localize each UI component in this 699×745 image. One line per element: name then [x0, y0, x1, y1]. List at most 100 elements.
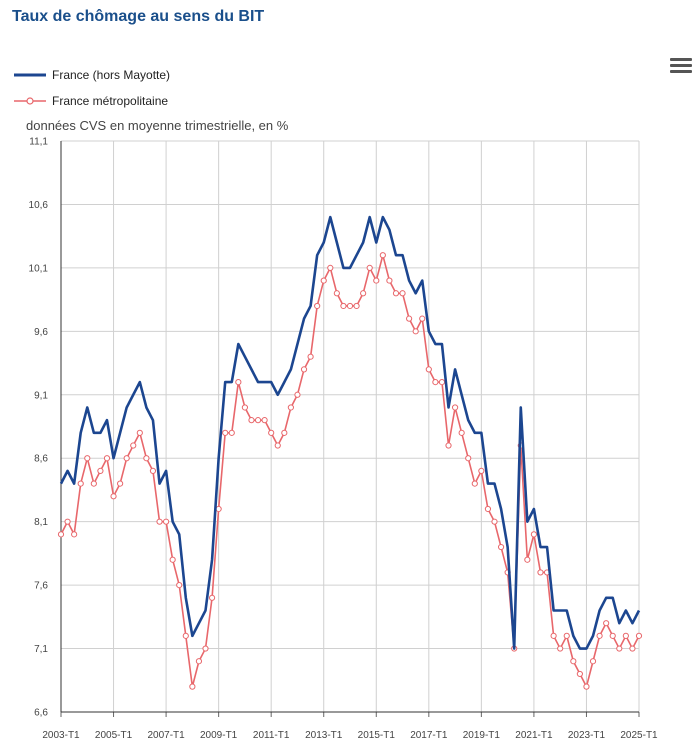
data-point-france-metropolitaine	[616, 645, 623, 652]
legend-swatch-line-icon	[14, 73, 46, 77]
data-point-france-metropolitaine	[156, 518, 163, 525]
data-point-france-metropolitaine	[281, 429, 288, 436]
data-point-france-metropolitaine	[57, 531, 65, 538]
chart-title: Taux de chômage au sens du BIT	[12, 8, 265, 25]
x-tick-label: 2023-T1	[568, 730, 606, 741]
data-point-france-metropolitaine	[524, 556, 531, 563]
data-point-france-metropolitaine	[136, 429, 143, 436]
data-point-france-metropolitaine	[143, 455, 150, 462]
hamburger-menu-icon[interactable]	[670, 58, 692, 76]
y-tick-label: 7,1	[34, 644, 48, 655]
data-point-france-metropolitaine	[71, 531, 78, 538]
x-tick-label: 2021-T1	[515, 730, 553, 741]
data-point-france-metropolitaine	[399, 290, 406, 297]
chart-subtitle: données CVS en moyenne trimestrielle, en…	[26, 118, 289, 133]
legend-label-series-2: France métropolitaine	[52, 94, 169, 108]
data-point-france-metropolitaine	[202, 645, 209, 652]
data-point-france-metropolitaine	[300, 366, 308, 373]
data-point-france-metropolitaine	[438, 378, 446, 386]
data-point-france-metropolitaine	[563, 632, 570, 639]
data-point-france-metropolitaine	[576, 670, 583, 678]
data-point-france-metropolitaine	[360, 290, 367, 297]
data-point-france-metropolitaine	[603, 620, 610, 627]
y-tick-label: 8,6	[34, 454, 48, 465]
data-point-france-metropolitaine	[373, 277, 380, 284]
x-tick-label: 2017-T1	[410, 730, 448, 741]
data-point-france-metropolitaine	[261, 417, 268, 424]
data-point-france-metropolitaine	[406, 315, 413, 322]
legend-item-series-1[interactable]: France (hors Mayotte)	[14, 62, 170, 88]
data-point-france-metropolitaine	[622, 632, 629, 639]
data-point-france-metropolitaine	[110, 493, 117, 500]
data-point-france-metropolitaine	[162, 518, 170, 525]
data-point-france-metropolitaine	[419, 315, 426, 322]
data-point-france-metropolitaine	[530, 531, 538, 538]
series-line-france-metropolitaine	[60, 254, 640, 688]
data-point-france-metropolitaine	[340, 302, 347, 310]
y-tick-label: 10,6	[29, 200, 49, 211]
y-tick-label: 10,1	[29, 263, 49, 274]
data-point-france-metropolitaine	[189, 683, 196, 690]
data-point-france-metropolitaine	[609, 632, 616, 639]
data-point-france-metropolitaine	[222, 429, 229, 436]
data-point-france-metropolitaine	[103, 455, 111, 462]
data-point-france-metropolitaine	[445, 442, 452, 449]
data-point-france-metropolitaine	[589, 658, 597, 665]
data-point-france-metropolitaine	[432, 378, 439, 386]
data-point-france-metropolitaine	[497, 543, 505, 551]
data-point-france-metropolitaine	[412, 328, 419, 335]
data-point-france-metropolitaine	[169, 556, 176, 563]
legend-item-series-2[interactable]: France métropolitaine	[14, 88, 170, 114]
data-point-france-metropolitaine	[97, 467, 104, 475]
data-point-france-metropolitaine	[248, 417, 255, 424]
data-point-france-metropolitaine	[314, 302, 321, 310]
data-point-france-metropolitaine	[90, 480, 97, 487]
data-point-france-metropolitaine	[327, 264, 334, 271]
data-point-france-metropolitaine	[550, 632, 557, 639]
data-point-france-metropolitaine	[379, 252, 386, 259]
data-point-france-metropolitaine	[123, 455, 130, 462]
chart-legend: France (hors Mayotte) France métropolita…	[14, 62, 170, 114]
y-tick-label: 11,1	[29, 137, 48, 148]
data-point-france-metropolitaine	[629, 645, 636, 652]
data-point-france-metropolitaine	[491, 518, 498, 525]
data-point-france-metropolitaine	[471, 480, 478, 487]
data-point-france-metropolitaine	[182, 632, 189, 639]
data-point-france-metropolitaine	[235, 378, 242, 386]
data-point-france-metropolitaine	[484, 505, 492, 513]
data-point-france-metropolitaine	[195, 658, 203, 665]
data-point-france-metropolitaine	[307, 353, 314, 360]
x-tick-label: 2005-T1	[95, 730, 133, 741]
data-point-france-metropolitaine	[287, 404, 294, 411]
data-point-france-metropolitaine	[176, 582, 183, 589]
x-tick-label: 2003-T1	[42, 730, 80, 741]
data-point-france-metropolitaine	[478, 467, 485, 475]
data-point-france-metropolitaine	[130, 442, 137, 449]
x-tick-label: 2015-T1	[358, 730, 396, 741]
data-point-france-metropolitaine	[353, 302, 360, 310]
data-point-france-metropolitaine	[392, 290, 400, 297]
data-point-france-metropolitaine	[208, 594, 216, 601]
series-line-france-hors-mayotte	[59, 215, 641, 650]
data-point-france-metropolitaine	[241, 404, 249, 411]
data-point-france-metropolitaine	[346, 302, 354, 310]
data-point-france-metropolitaine	[268, 429, 275, 436]
data-point-france-metropolitaine	[465, 455, 472, 462]
data-point-france-metropolitaine	[635, 632, 643, 639]
data-point-france-metropolitaine	[366, 264, 373, 271]
data-point-france-metropolitaine	[386, 277, 393, 284]
data-point-france-metropolitaine	[583, 683, 590, 690]
x-tick-label: 2025-T1	[620, 730, 658, 741]
x-tick-label: 2009-T1	[200, 730, 238, 741]
data-point-france-metropolitaine	[64, 518, 71, 525]
data-point-france-metropolitaine	[425, 366, 432, 373]
y-tick-label: 9,6	[34, 327, 48, 338]
legend-swatch-marker-line-icon	[14, 97, 46, 105]
y-tick-label: 6,6	[34, 708, 48, 719]
data-point-france-metropolitaine	[537, 569, 544, 576]
data-point-france-metropolitaine	[451, 404, 459, 411]
legend-label-series-1: France (hors Mayotte)	[52, 68, 171, 82]
data-point-france-metropolitaine	[117, 480, 124, 487]
